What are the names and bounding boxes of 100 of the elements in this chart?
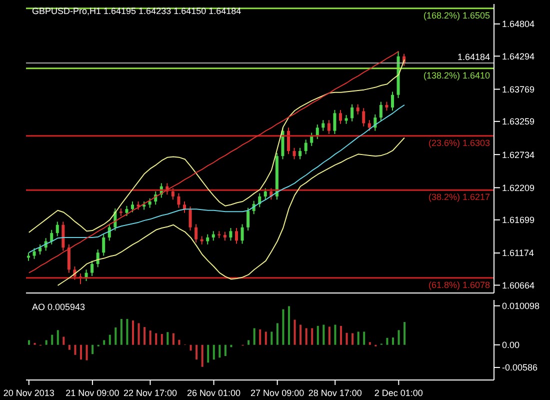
candlestick (235, 228, 238, 244)
bar (386, 338, 388, 345)
bar (253, 328, 256, 345)
candlestick (391, 91, 394, 112)
bar (311, 328, 314, 345)
bar (45, 340, 48, 345)
y-tick-label: 1.64294 (502, 51, 535, 62)
bar (346, 332, 348, 345)
x-tick-label: 2 Dec 01:00 (374, 388, 423, 398)
bar (108, 334, 111, 345)
bar (305, 328, 308, 345)
line-series (57, 137, 405, 286)
ref-line-label: (168.2%) 1.6505 (423, 10, 490, 20)
y-tick-label: 1.62209 (502, 182, 535, 193)
bar (288, 306, 290, 345)
bar (300, 324, 302, 345)
bar (160, 334, 163, 345)
candlestick (304, 139, 308, 155)
bar (149, 330, 152, 345)
candlestick (188, 206, 192, 232)
candlestick (316, 124, 319, 140)
candlestick (50, 229, 54, 245)
bar (62, 336, 65, 345)
bar (224, 344, 226, 356)
chart-title: AO 0.005943 (32, 302, 86, 312)
x-tick-label: 21 Nov 09:00 (66, 388, 120, 398)
bar (322, 324, 325, 345)
line-series (28, 50, 400, 274)
y-tick-label: 0.010098 (502, 301, 540, 311)
candlestick (292, 147, 296, 160)
candlestick (368, 120, 371, 132)
bar (316, 326, 319, 345)
bar (392, 337, 394, 345)
bar (103, 340, 106, 345)
y-tick-label: 1.63769 (502, 84, 535, 94)
bar (334, 324, 336, 345)
bar (398, 330, 400, 345)
candlestick (194, 224, 198, 244)
bar (259, 329, 262, 345)
candlestick (148, 198, 152, 208)
candlestick (38, 244, 42, 256)
bar (172, 333, 174, 345)
bar (80, 344, 82, 360)
bar (190, 344, 192, 351)
y-tick-label: 1.62734 (502, 150, 535, 160)
bar (120, 318, 122, 345)
x-tick-label: 20 Nov 2013 (3, 388, 54, 398)
y-tick-label: 1.60664 (502, 280, 535, 290)
bar (340, 326, 342, 345)
bar (86, 344, 88, 360)
candlestick (246, 207, 250, 232)
candlestick (56, 221, 59, 237)
bar (114, 327, 117, 345)
candlestick (339, 110, 342, 124)
bar (212, 344, 215, 360)
bar (218, 344, 221, 358)
ref-line-label: (23.6%) 1.6303 (428, 138, 490, 148)
bar (74, 344, 76, 355)
candlestick (287, 127, 290, 155)
bar (196, 344, 198, 360)
candlestick (212, 230, 215, 242)
candlestick (96, 248, 100, 268)
bar (51, 334, 54, 345)
y-tick-label: 1.61174 (502, 248, 534, 258)
ref-line-label: 1.64184 (457, 52, 490, 62)
bar (404, 322, 406, 345)
bar (270, 332, 273, 345)
bar (92, 344, 94, 354)
candlestick (171, 188, 174, 200)
bar (126, 318, 128, 345)
candlestick (62, 221, 65, 252)
x-tick-label: 28 Nov 17:00 (308, 388, 362, 398)
bar (352, 333, 354, 345)
candlestick (206, 234, 210, 245)
candlestick (356, 104, 360, 115)
bar (155, 333, 158, 345)
candlestick (322, 120, 325, 132)
candlestick (32, 248, 36, 260)
bar (132, 320, 134, 345)
bar (56, 330, 59, 345)
bar (138, 323, 140, 345)
ref-line-label: (38.2%) 1.6217 (428, 192, 490, 202)
bar (248, 340, 250, 345)
bar (328, 326, 330, 345)
bar (207, 344, 210, 363)
bar (264, 332, 267, 345)
bar (28, 340, 30, 345)
bar (201, 344, 204, 367)
x-tick-label: 22 Nov 17:00 (123, 388, 177, 398)
candlestick (333, 110, 336, 134)
y-tick-label: 1.63259 (502, 116, 535, 127)
bar (282, 309, 284, 345)
y-tick-label: 1.61699 (502, 215, 535, 226)
y-tick-label: 1.64804 (502, 19, 535, 30)
bar (178, 340, 180, 345)
bar (276, 323, 278, 345)
bar (368, 342, 371, 345)
bar (166, 332, 169, 345)
candlestick (327, 120, 330, 134)
candlestick (229, 228, 232, 242)
